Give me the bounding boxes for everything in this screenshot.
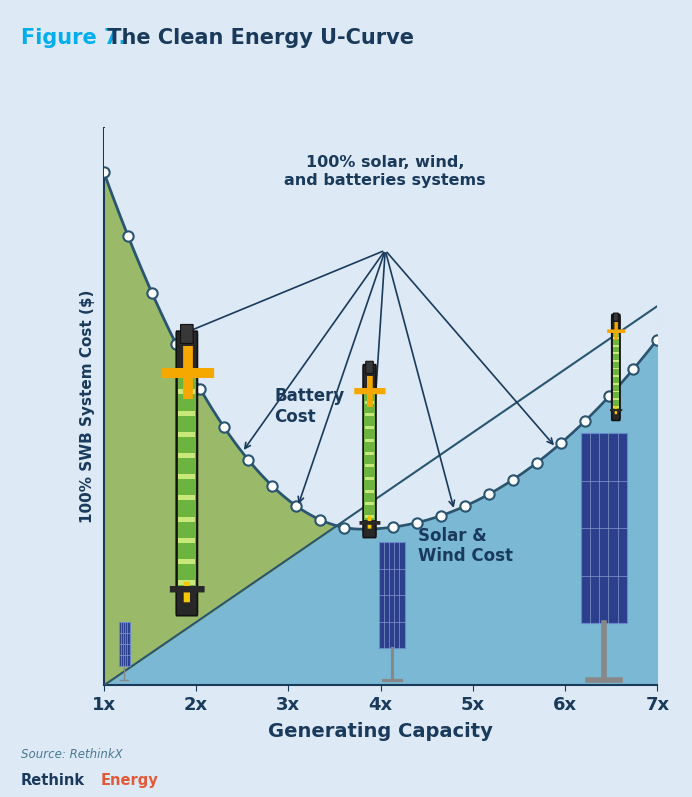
Bar	[613, 337, 619, 339]
Point	[339, 521, 350, 534]
FancyBboxPatch shape	[614, 313, 618, 321]
Bar	[365, 439, 374, 442]
FancyBboxPatch shape	[612, 314, 620, 421]
Bar	[365, 502, 374, 505]
Text: +: +	[603, 318, 628, 346]
Text: −: −	[608, 401, 624, 419]
Text: −: −	[356, 506, 383, 539]
FancyBboxPatch shape	[176, 332, 197, 615]
Bar	[179, 516, 195, 521]
Bar	[179, 496, 195, 501]
Bar	[613, 345, 619, 347]
Text: Battery
Cost: Battery Cost	[275, 387, 345, 426]
Bar	[179, 453, 195, 458]
Text: −: −	[163, 565, 210, 619]
Bar	[179, 432, 195, 437]
Bar	[365, 393, 374, 520]
Bar	[365, 414, 374, 416]
Point	[363, 523, 374, 536]
Text: 100% solar, wind,
and batteries systems: 100% solar, wind, and batteries systems	[284, 155, 486, 188]
Bar	[613, 360, 619, 362]
Bar	[613, 391, 619, 392]
Bar	[365, 452, 374, 454]
Point	[194, 383, 206, 395]
Bar	[365, 477, 374, 480]
Text: Solar &
Wind Cost: Solar & Wind Cost	[417, 527, 513, 565]
Bar	[118, 622, 129, 666]
Point	[507, 473, 518, 486]
Point	[652, 333, 663, 346]
Text: +: +	[152, 336, 222, 416]
Point	[484, 488, 495, 501]
Bar	[365, 426, 374, 429]
Text: Source: RethinkX: Source: RethinkX	[21, 748, 122, 760]
Bar	[179, 474, 195, 479]
Point	[411, 516, 422, 529]
Text: Energy: Energy	[100, 773, 158, 788]
Bar	[179, 559, 195, 564]
Point	[219, 421, 230, 434]
Point	[315, 513, 326, 526]
Point	[628, 363, 639, 375]
FancyBboxPatch shape	[181, 324, 193, 344]
Bar	[179, 538, 195, 543]
Text: Rethink: Rethink	[21, 773, 85, 788]
Point	[98, 166, 109, 179]
Point	[531, 456, 543, 469]
Point	[266, 480, 277, 493]
Bar	[179, 580, 195, 585]
Bar	[365, 489, 374, 493]
Bar	[179, 390, 195, 395]
Bar	[613, 398, 619, 400]
Bar	[365, 401, 374, 403]
FancyBboxPatch shape	[614, 406, 617, 414]
Bar	[613, 367, 619, 370]
X-axis label: Generating Capacity: Generating Capacity	[268, 722, 493, 741]
Point	[291, 500, 302, 512]
Point	[122, 230, 134, 242]
FancyBboxPatch shape	[367, 516, 372, 528]
Point	[603, 390, 614, 402]
Bar	[612, 332, 619, 409]
Bar	[178, 376, 196, 588]
Point	[170, 337, 181, 350]
Point	[435, 509, 446, 522]
Bar	[613, 383, 619, 385]
Bar	[379, 542, 405, 648]
Point	[580, 414, 591, 427]
Y-axis label: 100% SWB System Cost ($): 100% SWB System Cost ($)	[80, 290, 95, 523]
Bar	[581, 434, 627, 623]
FancyBboxPatch shape	[363, 365, 376, 538]
FancyBboxPatch shape	[366, 361, 373, 374]
Text: The Clean Energy U-Curve: The Clean Energy U-Curve	[100, 28, 415, 48]
Point	[556, 437, 567, 450]
Bar	[613, 406, 619, 407]
Bar	[179, 410, 195, 415]
Point	[387, 520, 398, 533]
Point	[147, 286, 158, 299]
FancyBboxPatch shape	[183, 582, 190, 603]
Point	[243, 453, 254, 466]
Bar	[613, 352, 619, 354]
Bar	[365, 465, 374, 467]
Point	[459, 500, 471, 512]
Text: +: +	[349, 368, 390, 417]
Text: Figure 7.: Figure 7.	[21, 28, 126, 48]
Bar	[365, 515, 374, 518]
Bar	[613, 375, 619, 377]
